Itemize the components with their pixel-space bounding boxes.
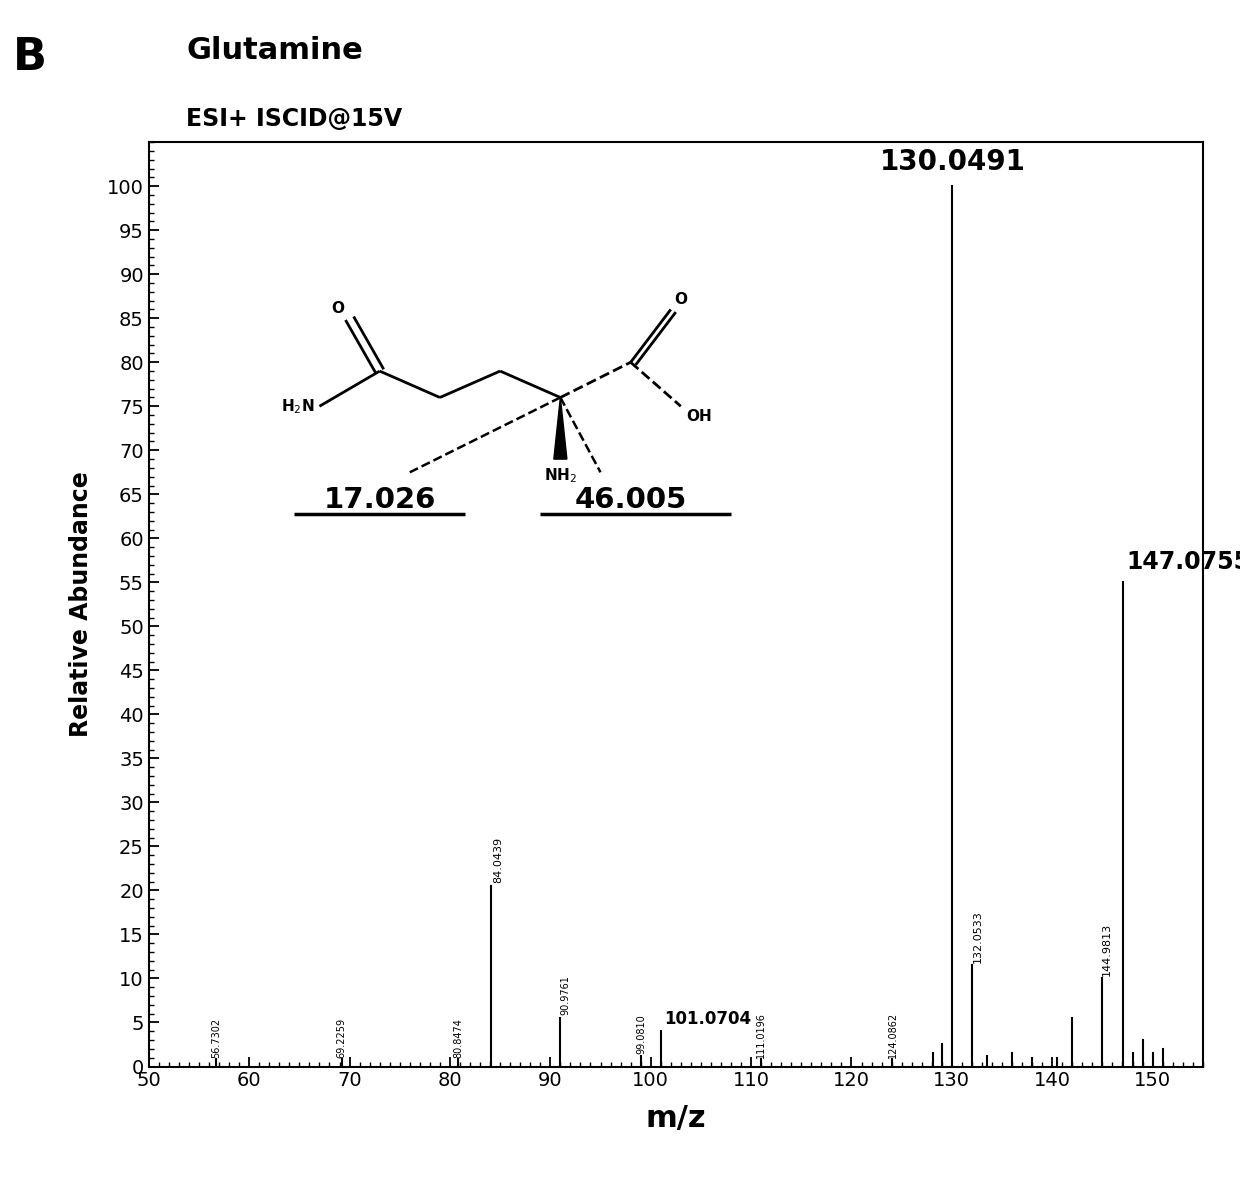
Text: 147.0755: 147.0755 xyxy=(1126,550,1240,574)
Text: 132.0533: 132.0533 xyxy=(972,910,982,962)
Text: B: B xyxy=(12,36,46,78)
Text: O: O xyxy=(673,292,687,307)
Text: 99.0810: 99.0810 xyxy=(636,1014,646,1055)
Text: 17.026: 17.026 xyxy=(324,486,436,513)
Text: OH: OH xyxy=(686,409,712,424)
Text: Glutamine: Glutamine xyxy=(186,36,363,64)
Text: 46.005: 46.005 xyxy=(574,486,687,513)
Text: 124.0862: 124.0862 xyxy=(888,1012,898,1058)
Text: 56.7302: 56.7302 xyxy=(211,1018,222,1058)
Text: ESI+ ISCID@15V: ESI+ ISCID@15V xyxy=(186,107,402,130)
X-axis label: m/z: m/z xyxy=(646,1104,706,1133)
Text: 69.2259: 69.2259 xyxy=(337,1018,347,1058)
Text: NH$_2$: NH$_2$ xyxy=(544,466,577,485)
Text: O: O xyxy=(331,301,345,315)
Text: 84.0439: 84.0439 xyxy=(494,838,503,883)
Text: 90.9761: 90.9761 xyxy=(560,975,570,1016)
Text: 80.8474: 80.8474 xyxy=(454,1018,464,1058)
Text: 144.9813: 144.9813 xyxy=(1102,923,1112,975)
Text: 111.0196: 111.0196 xyxy=(756,1012,766,1058)
Y-axis label: Relative Abundance: Relative Abundance xyxy=(69,472,93,737)
Text: 101.0704: 101.0704 xyxy=(665,1010,751,1027)
Polygon shape xyxy=(554,397,567,459)
Text: H$_2$N: H$_2$N xyxy=(281,397,315,416)
Text: 130.0491: 130.0491 xyxy=(879,148,1025,175)
